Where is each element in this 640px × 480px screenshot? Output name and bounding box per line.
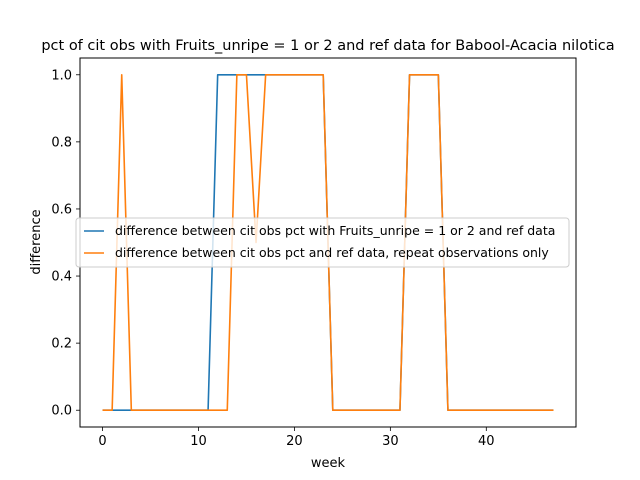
legend: difference between cit obs pct with Frui…: [75, 217, 570, 268]
x-axis-ticks: 0 10 20 30 40: [98, 427, 495, 449]
legend-box: [75, 217, 570, 268]
y-tick-label: 1.0: [51, 68, 72, 83]
x-axis-label: week: [311, 456, 346, 471]
x-tick-label: 0: [98, 434, 106, 449]
y-axis-ticks: 0.0 0.2 0.4 0.6 0.8 1.0: [51, 68, 80, 419]
y-tick-label: 0.8: [51, 135, 72, 150]
y-tick-label: 0.2: [51, 337, 72, 352]
chart-title: pct of cit obs with Fruits_unripe = 1 or…: [41, 38, 614, 54]
x-tick-label: 20: [286, 434, 303, 449]
x-tick-label: 40: [478, 434, 495, 449]
legend-label-2: difference between cit obs pct and ref d…: [115, 245, 549, 260]
x-tick-label: 30: [382, 434, 399, 449]
legend-label-1: difference between cit obs pct with Frui…: [115, 223, 555, 238]
x-tick-label: 10: [190, 434, 207, 449]
y-tick-label: 0.6: [51, 202, 72, 217]
y-tick-label: 0.0: [51, 404, 72, 419]
y-axis-label: difference: [29, 209, 44, 274]
y-tick-label: 0.4: [51, 270, 72, 285]
